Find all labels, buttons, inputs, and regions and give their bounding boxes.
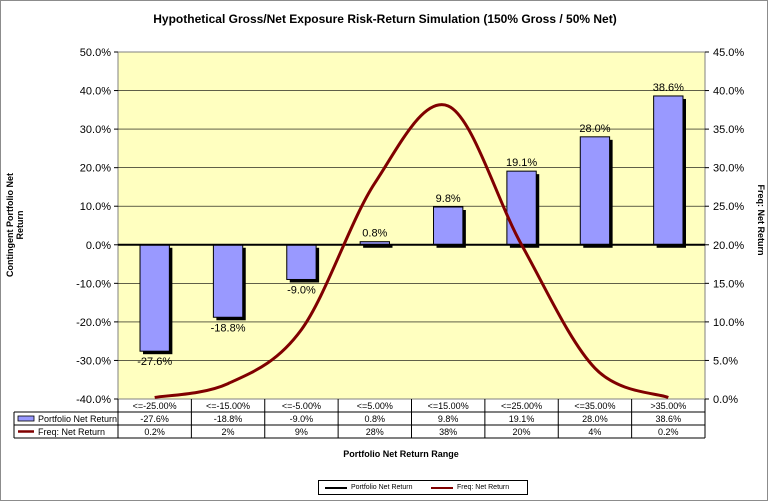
table-row-label-line: Freq: Net Return (38, 427, 105, 437)
table-cell-line: 0.2% (658, 427, 679, 437)
y2-tick-label: 35.0% (713, 124, 744, 136)
y-tick-label: 30.0% (80, 124, 111, 136)
y-tick-label: -10.0% (76, 278, 111, 290)
y-tick-label: 10.0% (80, 201, 111, 213)
bar (506, 170, 537, 246)
chart-title: Hypothetical Gross/Net Exposure Risk-Ret… (153, 12, 617, 26)
y-tick-label: 20.0% (80, 163, 111, 175)
y2-tick-label: 45.0% (713, 47, 744, 59)
y-tick-label: 0.0% (86, 240, 111, 252)
y-tick-label: 40.0% (80, 86, 111, 98)
x-category-label: <=-5.00% (282, 401, 321, 411)
y-tick-label: -40.0% (76, 394, 111, 406)
table-cell-bar: 28.0% (582, 414, 608, 424)
table-cell-bar: -9.0% (290, 414, 314, 424)
y2-tick-label: 0.0% (713, 394, 738, 406)
legend-swatch-line (431, 487, 453, 489)
y2-tick-label: 5.0% (713, 355, 738, 367)
x-category-label: <=5.00% (357, 401, 393, 411)
legend-label-bar: Portfolio Net Return (351, 484, 413, 491)
y2-tick-label: 10.0% (713, 317, 744, 329)
bar (433, 206, 464, 246)
table-cell-line: 2% (222, 427, 235, 437)
bar-data-label: 9.8% (436, 193, 461, 205)
y2-tick-label: 25.0% (713, 201, 744, 213)
bar-data-label: 19.1% (506, 157, 537, 169)
x-category-label: <=-15.00% (206, 401, 250, 411)
y2-tick-label: 40.0% (713, 86, 744, 98)
y2-tick-label: 20.0% (713, 240, 744, 252)
legend: Portfolio Net Return Freq: Net Return (318, 480, 528, 495)
table-cell-line: 9% (295, 427, 308, 437)
table-legend-key-bar (17, 415, 35, 422)
bar-data-label: 28.0% (579, 123, 610, 135)
x-category-label: <=15.00% (428, 401, 469, 411)
bar-data-label: 38.6% (653, 82, 684, 94)
y-tick-label: 50.0% (80, 47, 111, 59)
table-cell-bar: -27.6% (140, 414, 169, 424)
x-category-label: <=25.00% (501, 401, 542, 411)
table-cell-bar: 0.8% (365, 414, 386, 424)
legend-swatch-bar (325, 487, 347, 489)
bar (139, 244, 170, 352)
bar (286, 244, 317, 280)
bar-data-label: -27.6% (137, 356, 172, 368)
bar-shadow (363, 244, 393, 248)
bar-data-label: -9.0% (287, 284, 316, 296)
y-tick-label: -30.0% (76, 355, 111, 367)
x-axis-title: Portfolio Net Return Range (343, 449, 459, 459)
series-line-freq (154, 103, 669, 399)
x-category-label: <=35.00% (574, 401, 615, 411)
bar (579, 136, 611, 246)
y2-tick-label: 30.0% (713, 163, 744, 175)
table-cell-bar: 9.8% (438, 414, 459, 424)
table-cell-bar: 38.6% (656, 414, 682, 424)
table-cell-line: 20% (513, 427, 531, 437)
table-cell-bar: -18.8% (214, 414, 243, 424)
x-category-label: >35.00% (650, 401, 686, 411)
table-row-label-bar: Portfolio Net Return (38, 414, 117, 424)
legend-label-line: Freq: Net Return (457, 484, 510, 491)
bar (212, 244, 244, 318)
bar-data-label: 0.8% (362, 228, 387, 240)
x-category-label: <=-25.00% (133, 401, 177, 411)
bar-data-label: -18.8% (211, 322, 246, 334)
table-cell-bar: 19.1% (509, 414, 535, 424)
plot-area (117, 51, 706, 400)
bar (653, 95, 684, 246)
table-cell-line: 28% (366, 427, 384, 437)
table-cell-line: 38% (439, 427, 457, 437)
y2-tick-label: 15.0% (713, 278, 744, 290)
table-cell-line: 4% (588, 427, 601, 437)
y-tick-label: -20.0% (76, 317, 111, 329)
table-cell-line: 0.2% (144, 427, 165, 437)
